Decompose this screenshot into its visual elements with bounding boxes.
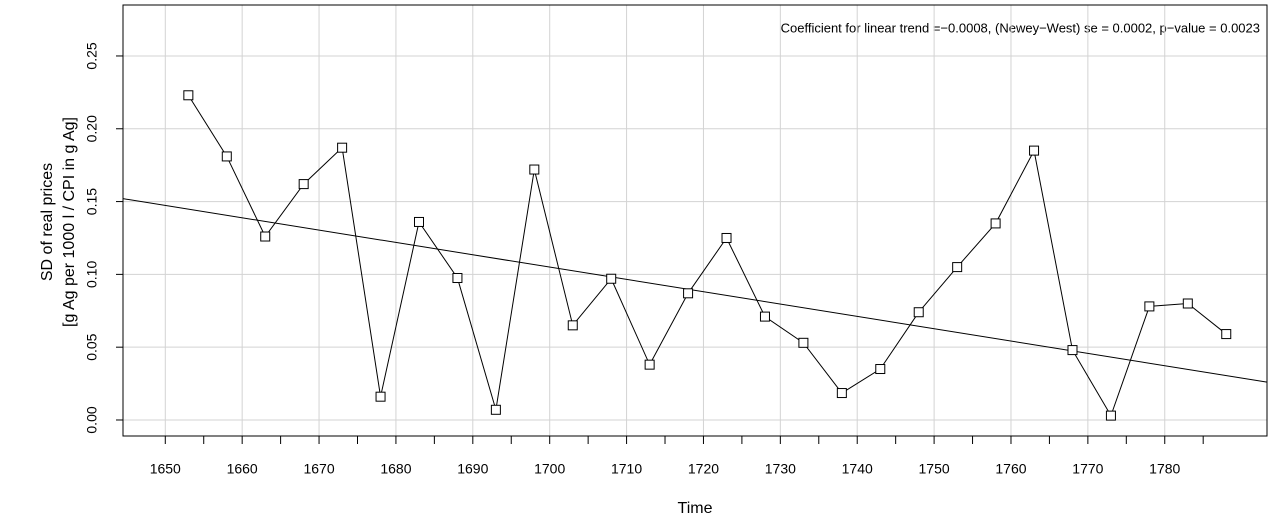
annotation: Coefficient for linear trend =−0.0008, (… bbox=[781, 20, 1260, 35]
point bbox=[644, 359, 655, 370]
y-tick-label: 0.05 bbox=[84, 333, 100, 360]
x-tick-label: 1650 bbox=[150, 461, 181, 477]
point bbox=[875, 364, 886, 375]
y-tick-label: 0.25 bbox=[84, 42, 100, 69]
series-line bbox=[187, 95, 1227, 417]
x-tick-label: 1780 bbox=[1149, 461, 1180, 477]
point bbox=[1029, 145, 1040, 156]
point bbox=[606, 273, 617, 284]
x-tick-label: 1700 bbox=[534, 461, 565, 477]
x-axis-label: Time bbox=[678, 500, 713, 517]
point bbox=[221, 151, 232, 162]
x-tick-label: 1690 bbox=[457, 461, 488, 477]
point bbox=[529, 164, 540, 175]
point bbox=[1144, 301, 1155, 312]
x-tick-label: 1680 bbox=[380, 461, 411, 477]
point bbox=[183, 90, 194, 101]
point bbox=[759, 311, 770, 322]
y-axis-label: [g Ag per 1000 l / CPI in g Ag] bbox=[61, 117, 78, 327]
x-tick-label: 1770 bbox=[1072, 461, 1103, 477]
plot-frame bbox=[122, 4, 1268, 437]
x-tick-label: 1720 bbox=[688, 461, 719, 477]
x-tick-label: 1750 bbox=[919, 461, 950, 477]
point bbox=[836, 388, 847, 399]
trend-line bbox=[122, 198, 1268, 383]
point bbox=[452, 273, 463, 284]
point bbox=[721, 232, 732, 243]
point bbox=[375, 391, 386, 402]
point bbox=[298, 179, 309, 190]
point bbox=[567, 320, 578, 331]
point bbox=[1105, 410, 1116, 421]
y-tick-label: 0.10 bbox=[84, 261, 100, 288]
point bbox=[952, 262, 963, 273]
point bbox=[413, 216, 424, 227]
point bbox=[490, 404, 501, 415]
y-tick-label: 0.00 bbox=[84, 406, 100, 433]
x-tick-label: 1710 bbox=[611, 461, 642, 477]
point bbox=[1067, 345, 1078, 356]
y-tick-label: 0.15 bbox=[84, 188, 100, 215]
point bbox=[798, 337, 809, 348]
point bbox=[1182, 298, 1193, 309]
point bbox=[913, 307, 924, 318]
x-tick-label: 1730 bbox=[765, 461, 796, 477]
y-axis-label: SD of real prices bbox=[39, 163, 56, 281]
x-tick-label: 1760 bbox=[995, 461, 1026, 477]
point bbox=[683, 288, 694, 299]
point bbox=[260, 231, 271, 242]
point bbox=[990, 218, 1001, 229]
y-tick-label: 0.20 bbox=[84, 115, 100, 142]
x-tick-label: 1670 bbox=[303, 461, 334, 477]
x-tick-label: 1740 bbox=[842, 461, 873, 477]
point bbox=[1221, 329, 1232, 340]
x-tick-label: 1660 bbox=[227, 461, 258, 477]
point bbox=[337, 142, 348, 153]
